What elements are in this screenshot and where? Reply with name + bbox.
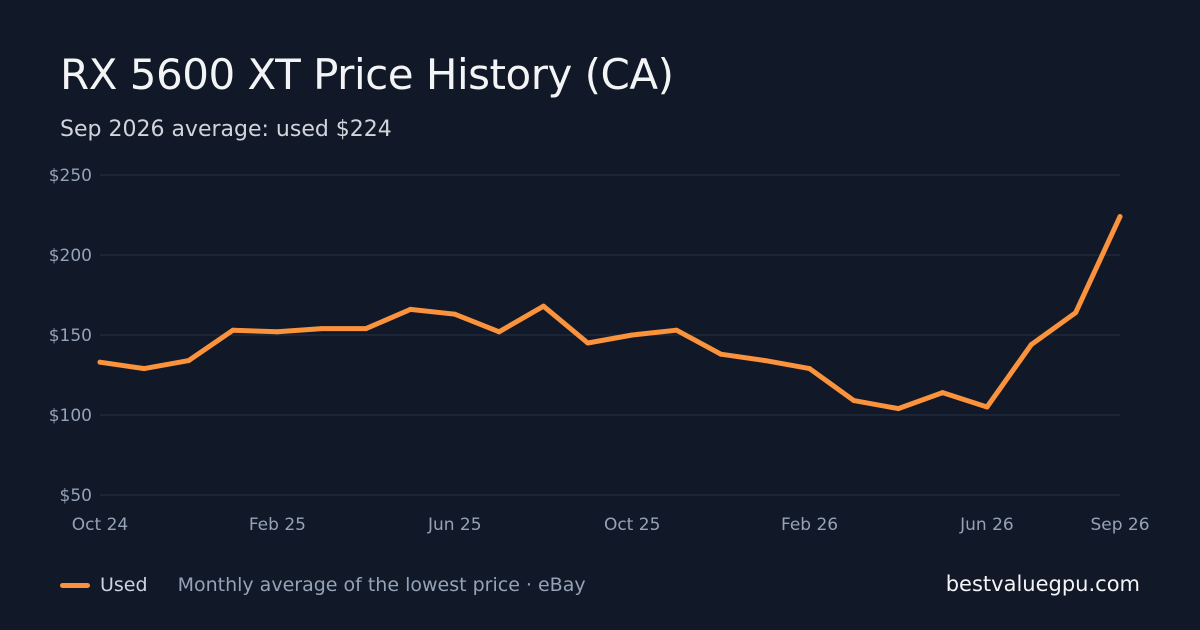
data-point — [274, 329, 280, 335]
x-axis-ticks: Oct 24 Feb 25 Jun 25 Oct 25 Feb 26 Jun 26 Sep … — [72, 515, 1150, 535]
site-link[interactable]: bestvaluegpu.com — [945, 572, 1140, 596]
data-point — [363, 326, 369, 332]
x-tick-label: Feb 25 — [249, 515, 306, 535]
data-point — [674, 327, 680, 333]
data-point — [186, 358, 192, 364]
x-tick-label: Jun 26 — [959, 515, 1014, 535]
data-point — [984, 404, 990, 410]
y-axis-ticks: $250 $200 $150 $100 $50 — [49, 166, 92, 506]
data-point — [807, 366, 813, 372]
data-point — [1117, 214, 1123, 220]
data-point — [230, 327, 236, 333]
y-tick-label: $250 — [49, 166, 92, 186]
data-point — [895, 406, 901, 412]
data-point — [1028, 342, 1034, 348]
data-point — [540, 303, 546, 309]
data-point — [97, 359, 103, 365]
data-point — [141, 366, 147, 372]
data-point — [1073, 310, 1079, 316]
chart-title: RX 5600 XT Price History (CA) — [60, 50, 674, 99]
x-tick-label: Feb 26 — [781, 515, 838, 535]
y-tick-label: $50 — [60, 486, 92, 506]
data-point — [762, 358, 768, 364]
source-note: Monthly average of the lowest price · eB… — [177, 574, 586, 596]
data-point — [452, 311, 458, 317]
y-tick-label: $200 — [49, 246, 92, 266]
x-tick-label: Jun 25 — [427, 515, 482, 535]
data-point — [319, 326, 325, 332]
grid-layer — [100, 174, 1120, 496]
series-layer — [97, 214, 1123, 412]
data-point — [407, 306, 413, 312]
y-tick-label: $150 — [49, 326, 92, 346]
data-point — [851, 398, 857, 404]
data-point — [629, 332, 635, 338]
legend-swatch-used — [60, 582, 90, 588]
x-tick-label: Sep 26 — [1090, 515, 1149, 535]
chart-subtitle: Sep 2026 average: used $224 — [60, 117, 392, 142]
data-point — [718, 351, 724, 357]
x-tick-label: Oct 25 — [604, 515, 660, 535]
series-line-used — [97, 214, 1123, 412]
data-point — [585, 340, 591, 346]
y-tick-label: $100 — [49, 406, 92, 426]
x-tick-label: Oct 24 — [72, 515, 128, 535]
chart-footer: Used Monthly average of the lowest price… — [60, 574, 586, 596]
data-point — [940, 390, 946, 396]
legend-label-used: Used — [100, 574, 148, 596]
data-point — [496, 329, 502, 335]
